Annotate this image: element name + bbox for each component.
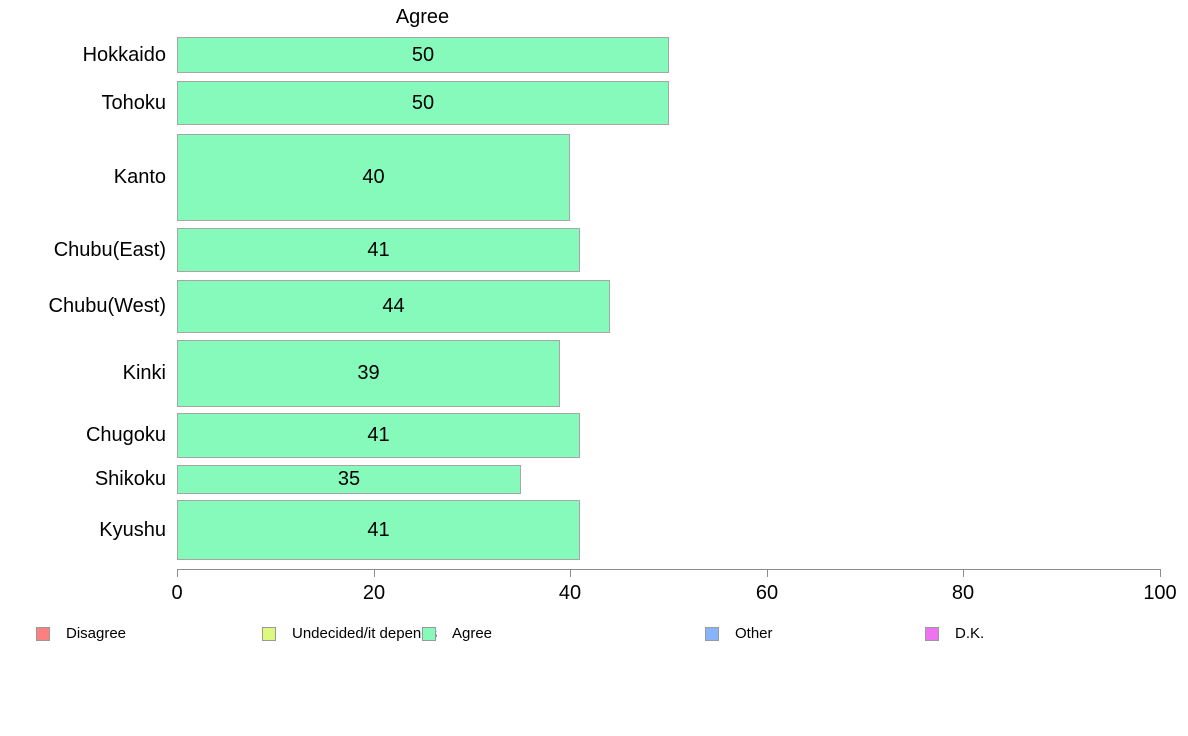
bar-chugoku: 41 <box>177 413 580 458</box>
category-label-chubu-east: Chubu(East) <box>53 238 166 261</box>
category-label-hokkaido: Hokkaido <box>82 43 166 66</box>
legend-swatch-undecided-it-depends <box>262 627 276 641</box>
x-axis-tick-label-40: 40 <box>558 582 582 604</box>
legend-swatch-d-k <box>925 627 939 641</box>
x-axis-tick-0 <box>177 569 178 577</box>
x-axis-tick-label-60: 60 <box>755 582 779 604</box>
legend-label-d-k: D.K. <box>955 625 985 642</box>
bar-value-label-kyushu: 41 <box>367 518 390 541</box>
bar-value-label-chugoku: 41 <box>367 424 390 446</box>
bar-value-label-chubu-east: 41 <box>367 238 390 261</box>
bar-value-label-kinki: 39 <box>357 362 380 384</box>
bar-kanto: 40 <box>177 134 570 221</box>
category-label-kinki: Kinki <box>122 362 166 384</box>
bar-tohoku: 50 <box>177 81 669 125</box>
x-axis-tick-label-0: 0 <box>171 582 183 604</box>
x-axis-line <box>177 569 1160 570</box>
x-axis-tick-100 <box>1160 569 1161 577</box>
x-axis-tick-20 <box>374 569 375 577</box>
x-axis-tick-label-20: 20 <box>362 582 386 604</box>
legend-swatch-other <box>705 627 719 641</box>
category-label-kyushu: Kyushu <box>99 518 166 541</box>
category-label-kanto: Kanto <box>113 166 166 188</box>
x-axis-tick-80 <box>963 569 964 577</box>
bar-value-label-tohoku: 50 <box>411 91 435 114</box>
category-label-chubu-west: Chubu(West) <box>48 295 166 317</box>
bar-kinki: 39 <box>177 340 560 407</box>
x-axis-tick-label-100: 100 <box>1143 582 1177 604</box>
category-label-tohoku: Tohoku <box>101 91 167 114</box>
bar-kyushu: 41 <box>177 500 580 560</box>
bar-chubu-east: 41 <box>177 228 580 272</box>
category-label-shikoku: Shikoku <box>94 468 166 490</box>
legend-label-agree: Agree <box>452 625 493 642</box>
x-axis-tick-40 <box>570 569 571 577</box>
legend-label-disagree: Disagree <box>66 625 127 642</box>
bar-shikoku: 35 <box>177 465 521 494</box>
legend-label-undecided-it-depends: Undecided/it depends <box>292 625 438 642</box>
bar-chubu-west: 44 <box>177 280 610 333</box>
legend-label-other: Other <box>735 625 773 642</box>
bar-value-label-chubu-west: 44 <box>382 295 405 317</box>
x-axis-tick-60 <box>767 569 768 577</box>
x-axis-tick-label-80: 80 <box>951 582 975 604</box>
legend-swatch-agree <box>422 627 436 641</box>
bar-value-label-kanto: 40 <box>362 166 385 188</box>
bar-value-label-hokkaido: 50 <box>411 43 435 66</box>
bar-value-label-shikoku: 35 <box>337 468 361 490</box>
legend-swatch-disagree <box>36 627 50 641</box>
category-label-chugoku: Chugoku <box>85 424 166 446</box>
bar-hokkaido: 50 <box>177 37 669 73</box>
chart-title: Agree <box>395 6 450 28</box>
